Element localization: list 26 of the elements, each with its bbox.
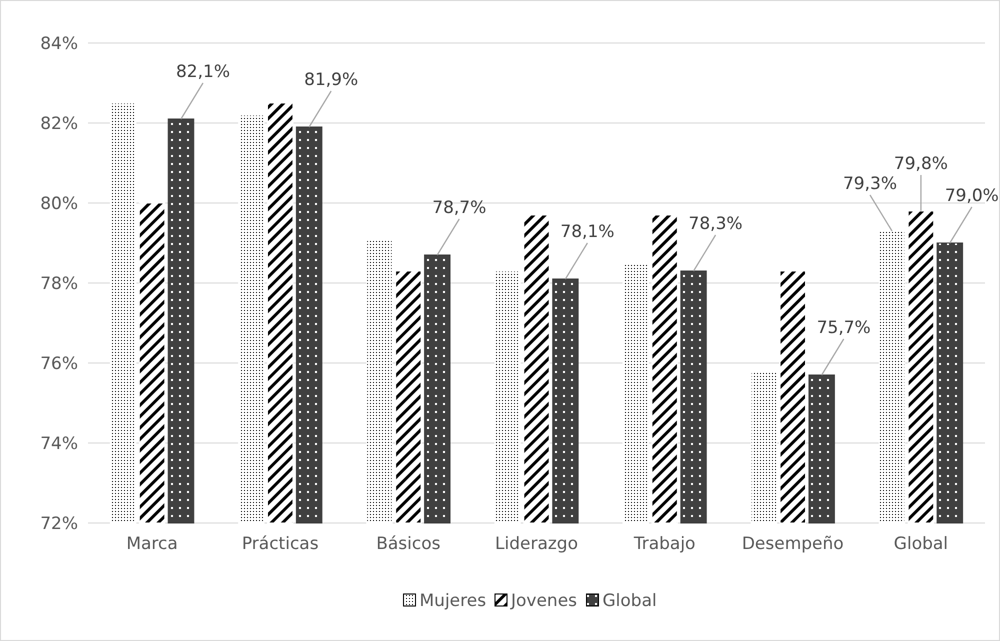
legend-label: Jovenes (510, 590, 578, 611)
data-label: 82,1% (176, 62, 230, 82)
x-tick-label: Desempeño (742, 534, 844, 554)
y-tick-label: 78% (40, 274, 78, 294)
x-tick-label: Global (894, 534, 948, 554)
data-label: 79,8% (894, 154, 948, 174)
y-tick-label: 72% (40, 514, 78, 534)
data-label: 78,7% (432, 198, 486, 218)
data-label: 81,9% (304, 70, 358, 90)
y-tick-label: 84% (40, 34, 78, 54)
y-tick-label: 82% (40, 114, 78, 134)
legend-label: Mujeres (420, 590, 486, 611)
y-tick-label: 80% (40, 194, 78, 214)
y-tick-label: 76% (40, 354, 78, 374)
y-tick-label: 74% (40, 434, 78, 454)
data-label: 78,1% (560, 222, 614, 242)
data-label: 79,3% (843, 174, 898, 194)
legend-label: Global (602, 590, 657, 611)
data-label: 79,0% (944, 186, 999, 206)
x-tick-label: Básicos (376, 534, 441, 554)
x-tick-label: Prácticas (242, 534, 319, 554)
x-tick-label: Marca (126, 534, 178, 554)
x-tick-label: Trabajo (632, 534, 696, 554)
data-label: 78,3% (688, 214, 743, 234)
x-tick-label: Liderazgo (495, 534, 578, 554)
data-label: 75,7% (816, 318, 871, 338)
